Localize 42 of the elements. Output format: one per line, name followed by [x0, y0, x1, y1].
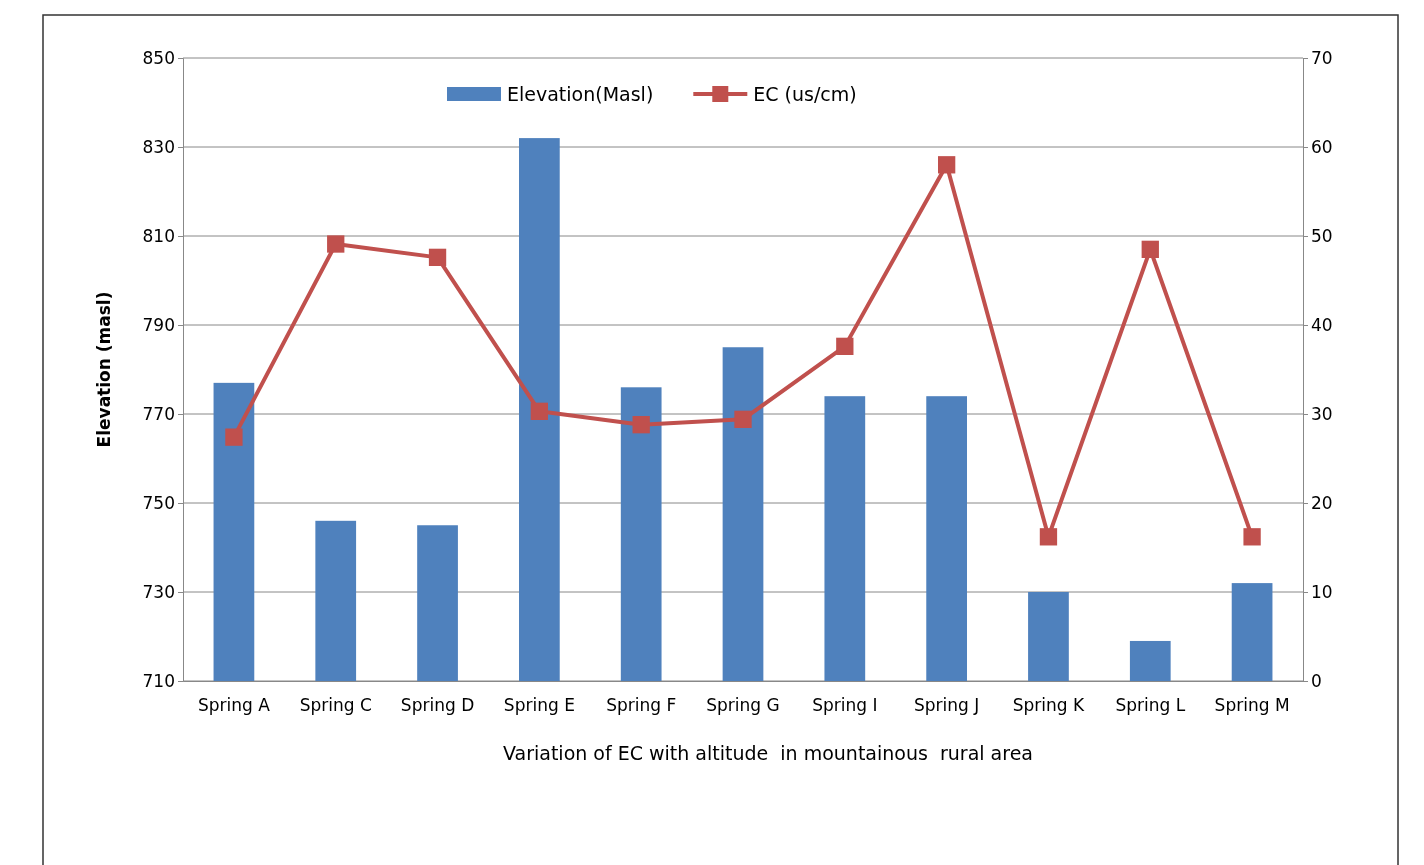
point: [734, 410, 752, 428]
point: [1039, 528, 1058, 546]
x-tick-label: Spring L: [1115, 695, 1186, 716]
y-tick-label: 770: [142, 403, 175, 424]
x-tick-label: Spring A: [197, 695, 271, 716]
y-tick-label: 790: [142, 314, 175, 335]
x-tick-label: Spring F: [606, 695, 677, 716]
x-axis-title: Variation of EC with altitude in mountainous rural area: [503, 742, 1033, 764]
x-tick-label: Spring E: [503, 695, 575, 716]
y2-tick-label: 20: [1311, 492, 1333, 513]
point: [836, 337, 854, 356]
y2-tick-label: 40: [1311, 314, 1333, 335]
y2-tick-label: 70: [1311, 47, 1333, 68]
point: [1243, 528, 1261, 546]
x-tick-label: Spring C: [299, 695, 372, 716]
y2-tick-label: 50: [1311, 225, 1333, 246]
x-tick-label: Spring J: [914, 695, 980, 716]
y-tick-label: 830: [142, 136, 175, 157]
point: [632, 416, 650, 434]
x-tick-label: Spring M: [1214, 695, 1290, 716]
point: [1141, 240, 1159, 259]
legend-label: Elevation(Masl): [507, 83, 654, 105]
x-tick-label: Spring D: [400, 695, 475, 716]
x-tick-label: Spring K: [1012, 695, 1086, 716]
y2-tick-label: 60: [1311, 136, 1333, 157]
point: [327, 235, 345, 253]
x-tick-label: Spring I: [812, 695, 878, 716]
point: [530, 402, 549, 420]
y2-tick-label: 10: [1311, 581, 1333, 602]
y-axis-title: Elevation (masl): [94, 291, 114, 448]
legend-label: EC (us/cm): [753, 83, 857, 105]
point: [428, 248, 447, 267]
point: [225, 428, 243, 446]
y2-tick-label: 30: [1311, 403, 1333, 424]
y-tick-label: 710: [142, 670, 175, 691]
point: [937, 156, 956, 174]
x-tick-label: Spring G: [706, 695, 780, 716]
y-tick-label: 750: [142, 492, 175, 513]
y-tick-label: 850: [142, 47, 175, 68]
y2-tick-label: 0: [1311, 670, 1322, 691]
y-tick-label: 810: [142, 225, 175, 246]
y-tick-label: 730: [142, 581, 175, 602]
